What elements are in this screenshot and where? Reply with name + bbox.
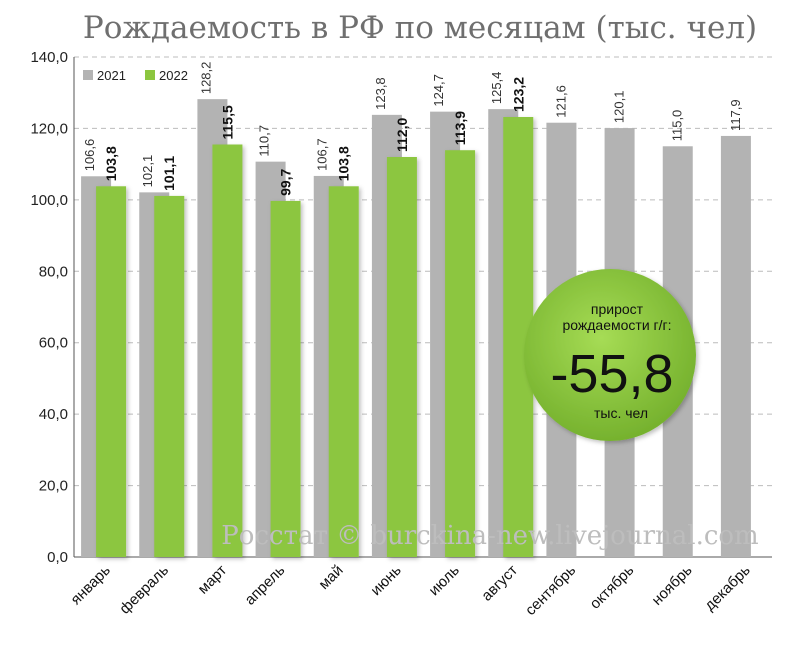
bar-2022	[328, 186, 359, 558]
watermark: Росстат © burckina-new.livejournal.com	[221, 521, 758, 551]
y-tick-label: 80,0	[39, 263, 68, 280]
legend: 2021 2022	[83, 68, 188, 83]
data-label-2021: 124,7	[431, 74, 446, 107]
growth-callout: прирост рождаемости г/г: -55,8 тыс. чел	[524, 269, 696, 441]
legend-swatch-2021	[83, 70, 93, 80]
legend-label-2022: 2022	[159, 68, 188, 83]
x-tick-label: октябрь	[587, 562, 638, 613]
data-label-2022: 103,8	[103, 146, 119, 181]
bar-2022	[386, 157, 417, 557]
bar-group	[81, 99, 751, 558]
x-tick-label: ноябрь	[649, 562, 696, 609]
data-label-2021: 120,1	[612, 91, 627, 124]
callout-circle	[524, 269, 696, 441]
data-label-2021: 106,6	[82, 139, 97, 172]
x-axis: январь февраль март апрель май июнь июль август…	[67, 562, 753, 619]
y-tick-label: 0,0	[47, 549, 68, 566]
chart-title: Рождаемость в РФ по месяцам (тыс. чел)	[83, 10, 757, 46]
x-tick-label: сентябрь	[522, 562, 579, 619]
y-axis: 0,0 20,0 40,0 60,0 80,0 100,0 120,0 140,0	[30, 49, 772, 566]
data-label-2022: 123,2	[510, 77, 526, 112]
data-label-2021: 125,4	[489, 72, 504, 105]
x-tick-label: январь	[67, 562, 114, 609]
bar-2022	[445, 150, 476, 557]
y-tick-label: 140,0	[30, 49, 68, 66]
data-label-2022: 112,0	[394, 118, 410, 152]
bar-2022	[154, 195, 185, 557]
x-tick-label: декабрь	[701, 562, 754, 615]
legend-label-2021: 2021	[97, 68, 126, 83]
x-tick-label: февраль	[116, 562, 172, 618]
data-label-2022: 101,1	[161, 156, 177, 191]
x-tick-label: март	[195, 562, 231, 598]
y-tick-label: 20,0	[39, 478, 68, 495]
x-tick-label: май	[315, 562, 346, 593]
data-labels: 103,8 106,6 101,1 102,1 115,5 128,2 99,7 110,7 1…	[82, 62, 743, 196]
data-label-2021: 102,1	[140, 155, 155, 188]
x-tick-label: август	[478, 562, 521, 605]
x-tick-label: июнь	[367, 562, 404, 599]
legend-swatch-2022	[145, 70, 155, 80]
callout-line1: прирост	[591, 301, 644, 317]
y-tick-label: 120,0	[30, 120, 68, 137]
data-label-2022: 103,8	[336, 146, 352, 181]
data-label-2021: 123,8	[373, 77, 388, 110]
y-tick-label: 100,0	[30, 192, 68, 209]
data-label-2022: 99,7	[278, 168, 294, 195]
data-label-2021: 115,0	[670, 110, 685, 142]
data-label-2021: 117,9	[728, 99, 743, 131]
data-label-2021: 128,2	[198, 62, 213, 95]
x-tick-label: июль	[426, 562, 464, 600]
bar-2022	[96, 186, 127, 558]
callout-unit: тыс. чел	[594, 405, 648, 421]
data-label-2021: 121,6	[553, 85, 568, 118]
bar-2022	[212, 144, 243, 557]
data-label-2022: 115,5	[219, 105, 235, 139]
data-label-2021: 106,7	[315, 138, 330, 171]
bar-2021	[720, 135, 751, 557]
bar-2022	[270, 200, 301, 557]
callout-value: -55,8	[550, 344, 673, 404]
y-tick-label: 40,0	[39, 406, 68, 423]
y-tick-label: 60,0	[39, 335, 68, 352]
x-tick-label: апрель	[242, 562, 289, 609]
callout-line2: рождаемости г/г:	[562, 317, 671, 333]
data-label-2022: 113,9	[452, 111, 468, 145]
data-label-2021: 110,7	[257, 125, 272, 157]
